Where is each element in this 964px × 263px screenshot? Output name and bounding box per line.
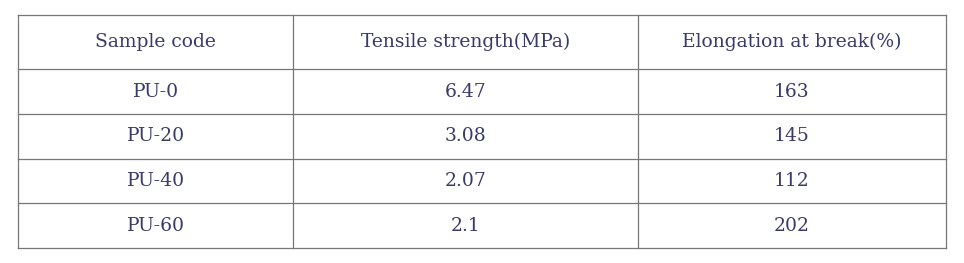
Text: 6.47: 6.47 — [444, 83, 487, 100]
Text: Elongation at break(%): Elongation at break(%) — [683, 33, 901, 51]
Text: 2.07: 2.07 — [444, 172, 487, 190]
Text: 112: 112 — [774, 172, 810, 190]
Text: Sample code: Sample code — [95, 33, 216, 51]
Text: 202: 202 — [774, 217, 810, 235]
Text: 163: 163 — [774, 83, 810, 100]
Text: 145: 145 — [774, 127, 810, 145]
Text: 2.1: 2.1 — [450, 217, 480, 235]
Text: PU-20: PU-20 — [126, 127, 185, 145]
Text: PU-0: PU-0 — [132, 83, 178, 100]
Text: PU-40: PU-40 — [126, 172, 185, 190]
Text: 3.08: 3.08 — [444, 127, 487, 145]
Text: Tensile strength(MPa): Tensile strength(MPa) — [361, 33, 570, 51]
Text: PU-60: PU-60 — [126, 217, 184, 235]
